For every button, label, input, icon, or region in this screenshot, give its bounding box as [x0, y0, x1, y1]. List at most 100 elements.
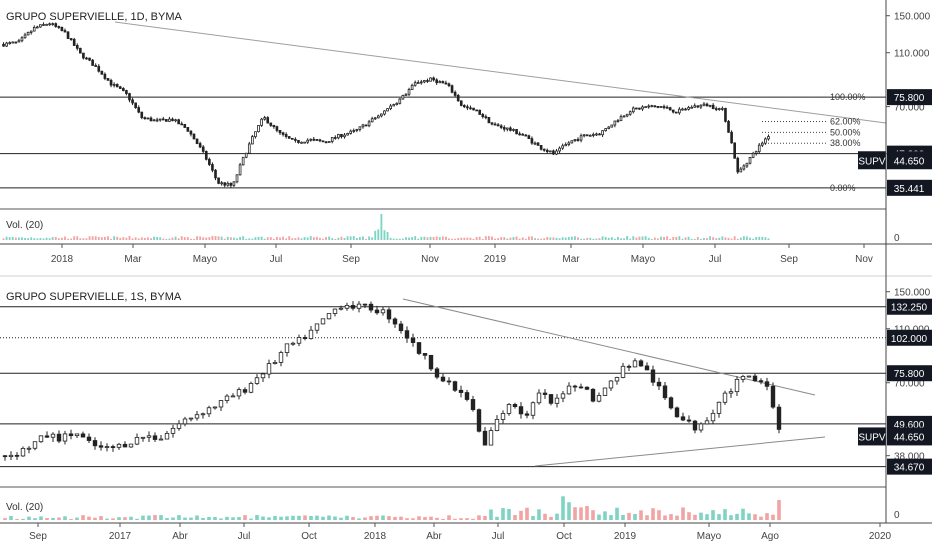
candle-body	[545, 149, 549, 153]
volume-bar	[51, 517, 55, 520]
volume-bar	[137, 238, 140, 240]
candle-body	[320, 318, 326, 325]
volume-bar	[63, 516, 67, 520]
candle-body	[177, 119, 180, 125]
volume-bar	[85, 238, 88, 240]
volume-bar	[309, 236, 312, 240]
volume-bar	[134, 237, 137, 240]
volume-bar	[543, 513, 547, 520]
price-tag-value-box	[887, 151, 932, 170]
weekly-chart-panel: GRUPO SUPERVIELLE, 1S, BYMA Vol. (20) 0 …	[0, 288, 932, 521]
volume-bar	[500, 237, 503, 240]
candle-body	[300, 141, 303, 144]
volume-bar	[687, 512, 691, 520]
candle-body	[50, 433, 56, 438]
candle-body	[116, 443, 122, 448]
candle-body	[429, 77, 432, 82]
volume-bar	[491, 236, 493, 240]
volume-bar	[483, 516, 487, 520]
volume-bar	[189, 517, 193, 520]
volume-bar	[687, 236, 690, 240]
volume-bar	[703, 237, 705, 240]
candle-body	[32, 441, 38, 449]
candle-body	[315, 139, 319, 141]
volume-bar	[715, 238, 718, 240]
volume-bar	[365, 238, 367, 240]
daily-chart-panel: 100.00% 62.00%50.00%38.00% 0.00% GRUPO SUP…	[0, 11, 932, 244]
volume-bar	[512, 237, 515, 240]
candle-body	[533, 142, 537, 145]
candle-body	[572, 385, 578, 388]
candle-body	[687, 107, 690, 110]
volume-bar	[675, 236, 678, 240]
volume-bar	[177, 238, 180, 240]
candle-body	[665, 106, 669, 109]
candle-body	[746, 375, 752, 378]
candle-body	[739, 168, 743, 173]
candle-body	[128, 93, 131, 101]
candle-body	[230, 395, 236, 398]
candle-body	[131, 99, 134, 104]
candle-body	[344, 305, 350, 309]
candle-body	[721, 107, 724, 110]
candle-body	[530, 138, 534, 144]
volume-bar	[319, 237, 321, 240]
volume-bar	[595, 238, 598, 240]
candle-body	[2, 43, 5, 47]
volume-bar	[249, 518, 253, 520]
candle-body	[542, 148, 546, 151]
volume-bar	[598, 238, 601, 240]
volume-bar	[742, 236, 745, 240]
candle-body	[275, 126, 279, 131]
volume-bar	[615, 507, 619, 520]
candle-body	[698, 423, 704, 431]
volume-bar	[125, 237, 128, 240]
volume-bar	[693, 238, 696, 240]
candle-body	[500, 413, 506, 420]
volume-bar	[693, 514, 697, 520]
candle-body	[386, 309, 392, 320]
daily-volume-label: Vol. (20)	[6, 220, 43, 231]
daily-trendline	[114, 21, 887, 124]
volume-bar	[113, 236, 116, 240]
volume-bar	[660, 236, 662, 240]
volume-bar	[617, 236, 619, 240]
fib-level-label: 50.00%	[830, 127, 861, 137]
volume-bar	[171, 237, 174, 240]
candle-body	[644, 106, 647, 108]
candle-body	[751, 152, 755, 158]
volume-bar	[759, 516, 763, 520]
volume-bar	[487, 236, 490, 240]
volume-bar	[369, 516, 373, 520]
volume-bar	[399, 516, 403, 520]
candle-body	[641, 106, 644, 110]
candle-body	[11, 41, 15, 44]
volume-bar	[165, 238, 168, 240]
level-tag-value: 102.000	[891, 334, 928, 345]
candle-body	[337, 133, 340, 139]
volume-bar	[423, 236, 426, 240]
volume-bar	[45, 518, 49, 520]
candle-body	[717, 108, 721, 110]
volume-bar	[549, 516, 553, 520]
candle-body	[152, 119, 156, 122]
candle-body	[370, 118, 374, 123]
volume-bar	[420, 236, 423, 240]
volume-bar	[380, 214, 383, 240]
volume-bar	[174, 236, 177, 240]
fib-level-label: 38.00%	[830, 138, 861, 148]
candle-body	[238, 164, 242, 176]
volume-bar	[607, 237, 610, 240]
volume-bar	[119, 237, 122, 240]
volume-bar	[401, 238, 404, 240]
volume-bar	[14, 237, 17, 240]
candle-body	[463, 105, 466, 108]
volume-bar	[552, 237, 555, 240]
candle-body	[278, 129, 282, 134]
candle-body	[539, 145, 543, 150]
volume-bar	[684, 237, 687, 240]
volume-bar	[362, 236, 364, 240]
volume-bar	[363, 517, 367, 520]
candle-body	[224, 395, 230, 401]
volume-bar	[291, 238, 294, 240]
